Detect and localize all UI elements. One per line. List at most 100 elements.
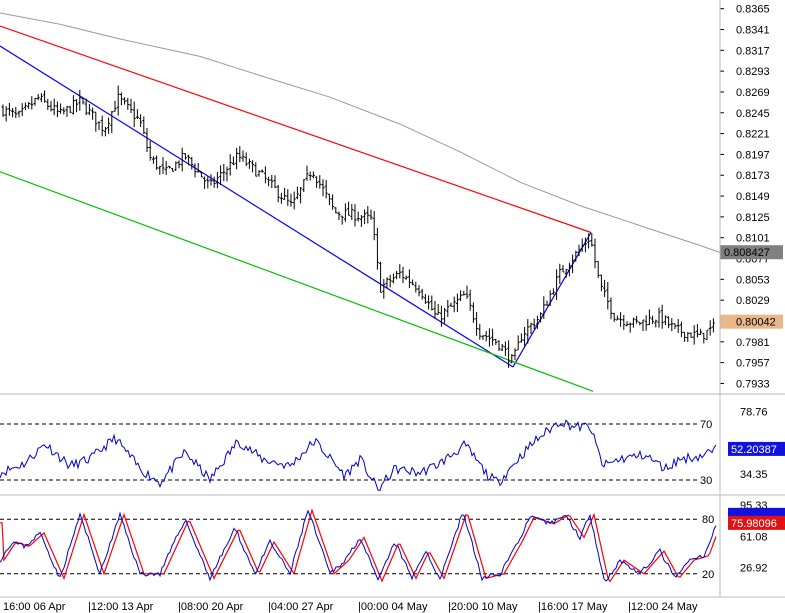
ohlc-bar	[359, 215, 363, 227]
ohlc-bar	[529, 322, 533, 334]
rsi-level-label: 70	[700, 419, 712, 431]
ohlc-bar	[171, 167, 175, 172]
trendline-blue-up	[512, 232, 592, 368]
ohlc-bar	[577, 244, 581, 257]
ohlc-bar	[542, 296, 546, 319]
rsi-panel: 70 30 78.76 34.35 52.20387	[0, 407, 785, 491]
price-y-tick-label: 0.8125	[736, 212, 770, 224]
ohlc-bar	[65, 105, 69, 117]
ohlc-bar	[39, 93, 43, 103]
ohlc-bar	[203, 176, 207, 189]
ohlc-bar	[308, 171, 312, 181]
ohlc-bar	[4, 106, 8, 122]
ohlc-bar	[289, 193, 293, 207]
ohlc-bar	[596, 260, 600, 278]
ohlc-bar	[30, 96, 34, 110]
ohlc-bar	[295, 186, 299, 200]
ohlc-bar	[119, 92, 123, 106]
ohlc-bar	[84, 98, 88, 116]
stochastic-level-label: 20	[702, 569, 714, 581]
ohlc-bar	[151, 156, 155, 164]
ohlc-bar	[235, 147, 239, 170]
ohlc-bar	[113, 100, 117, 112]
ohlc-bar	[555, 269, 559, 301]
ohlc-bar	[446, 299, 450, 317]
ohlc-bar	[212, 176, 216, 188]
rsi-value-box	[728, 441, 785, 456]
ohlc-bar	[100, 115, 104, 137]
ohlc-bar	[36, 93, 40, 101]
ohlc-bar	[382, 278, 386, 299]
ohlc-bar	[471, 302, 475, 323]
ohlc-bar	[686, 331, 690, 343]
last-price-box	[720, 314, 783, 329]
ohlc-bar	[251, 160, 255, 173]
ohlc-bar	[180, 147, 184, 172]
ohlc-bar	[366, 206, 370, 224]
ohlc-bar	[43, 90, 47, 103]
ohlc-bar	[132, 101, 136, 128]
ohlc-bar	[363, 209, 367, 225]
stochastic-k-line	[0, 509, 717, 582]
stochastic-value-label: 75.98096	[731, 518, 777, 530]
ohlc-bar	[411, 279, 415, 286]
ohlc-bar	[49, 100, 53, 112]
stochastic-y-tick-label: 26.92	[740, 563, 768, 575]
time-axis-label: |04:00 27 Apr	[268, 601, 334, 613]
ohlc-bar	[379, 261, 383, 293]
ohlc-bar	[27, 102, 31, 109]
ohlc-bar	[417, 285, 421, 297]
ohlc-bar	[503, 341, 507, 356]
ohlc-bar	[263, 166, 267, 184]
ohlc-bar	[110, 110, 114, 134]
ohlc-bar	[337, 211, 341, 221]
ohlc-bar	[46, 98, 50, 111]
price-y-tick-label: 0.8101	[736, 233, 770, 245]
price-y-tick-label: 0.8173	[736, 170, 770, 182]
ohlc-bar	[654, 319, 658, 328]
ohlc-bar	[670, 317, 674, 332]
ohlc-bar	[273, 175, 277, 189]
ohlc-bar	[513, 348, 517, 361]
ohlc-bar	[356, 211, 360, 222]
ohlc-bar	[206, 176, 210, 189]
ohlc-bar	[222, 163, 226, 182]
price-y-tick-label: 0.8029	[736, 295, 770, 307]
ohlc-bar	[532, 318, 536, 330]
ohlc-bar	[174, 161, 178, 171]
ohlc-bar	[673, 323, 677, 329]
ohlc-bar	[436, 303, 440, 315]
ohlc-bar	[193, 163, 197, 178]
ohlc-bar	[545, 300, 549, 306]
ohlc-bar	[615, 315, 619, 321]
ohlc-bar	[567, 262, 571, 277]
price-y-tick-label: 0.7957	[736, 358, 770, 370]
ohlc-bar	[551, 288, 555, 295]
ohlc-bar	[68, 105, 72, 113]
ohlc-bar	[667, 316, 671, 329]
ohlc-bar	[167, 165, 171, 169]
ohlc-bar	[516, 335, 520, 351]
ohlc-bar	[241, 150, 245, 162]
ohlc-bar	[391, 273, 395, 284]
ohlc-bar	[283, 187, 287, 200]
trendline-red	[0, 25, 592, 234]
price-y-tick-label: 0.8269	[736, 87, 770, 99]
ohlc-bar	[7, 102, 11, 116]
ohlc-bar	[97, 121, 101, 131]
time-axis: 16:00 06 Apr |12:00 13 Apr |08:00 20 Apr |0…	[3, 601, 698, 613]
ohlc-bar	[343, 203, 347, 222]
ohlc-bar	[375, 227, 379, 270]
ohlc-bar	[676, 319, 680, 333]
ohlc-bar	[571, 254, 575, 274]
price-y-tick-label: 0.8053	[736, 274, 770, 286]
ohlc-bar	[107, 117, 111, 134]
ohlc-bar	[548, 290, 552, 307]
ohlc-bar	[689, 332, 693, 338]
ohlc-bar	[75, 99, 79, 113]
ohlc-bar	[372, 211, 376, 241]
price-y-tick-label: 0.8245	[736, 108, 770, 120]
ohlc-bar	[305, 165, 309, 181]
price-y-tick-label: 0.8341	[736, 24, 770, 36]
ohlc-bar	[523, 327, 527, 347]
